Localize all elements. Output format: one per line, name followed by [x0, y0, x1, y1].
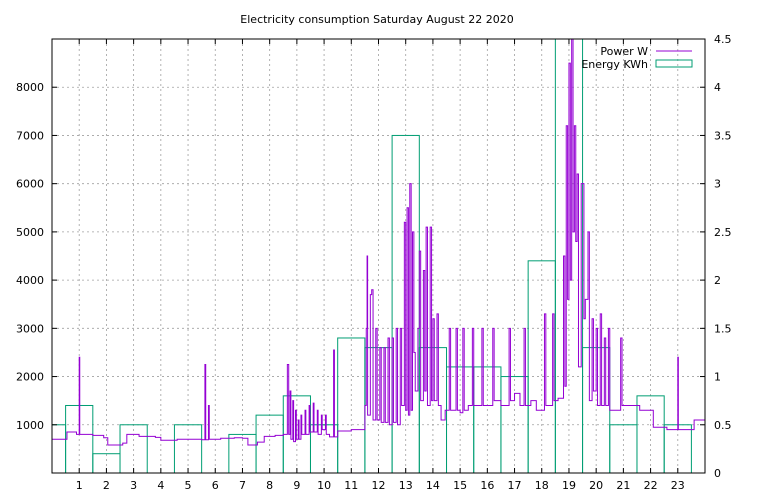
- x-tick-label: 17: [508, 479, 522, 492]
- x-tick-label: 14: [426, 479, 440, 492]
- x-tick-label: 10: [317, 479, 331, 492]
- power-line: [52, 38, 705, 446]
- y-tick-label-right: 1: [714, 371, 721, 384]
- x-tick-label: 18: [535, 479, 549, 492]
- y-tick-label-left: 5000: [16, 226, 44, 239]
- x-tick-label: 15: [453, 479, 467, 492]
- x-tick-label: 1: [76, 479, 83, 492]
- energy-bar: [51, 424, 67, 474]
- y-tick-label-left: 7000: [16, 129, 44, 142]
- x-tick-label: 2: [103, 479, 110, 492]
- y-tick-label-left: 6000: [16, 178, 44, 191]
- x-tick-label: 3: [130, 479, 137, 492]
- x-tick-label: 8: [266, 479, 273, 492]
- x-tick-label: 5: [185, 479, 192, 492]
- x-tick-label: 12: [372, 479, 386, 492]
- y-tick-label-right: 1.5: [714, 322, 732, 335]
- x-tick-label: 19: [562, 479, 576, 492]
- y-tick-label-right: 2: [714, 274, 721, 287]
- y-tick-label-left: 3000: [16, 322, 44, 335]
- x-tick-label: 11: [344, 479, 358, 492]
- x-tick-label: 22: [644, 479, 658, 492]
- x-tick-label: 9: [293, 479, 300, 492]
- x-tick-label: 21: [616, 479, 630, 492]
- y-tick-label-left: 2000: [16, 371, 44, 384]
- x-tick-label: 20: [589, 479, 603, 492]
- x-tick-label: 13: [399, 479, 413, 492]
- power-series-line: [52, 38, 705, 446]
- legend-label-power: Power W: [600, 45, 648, 58]
- legend: Power W Energy KWh: [581, 45, 693, 71]
- y-tick-label-right: 4.5: [714, 33, 732, 46]
- x-tick-label: 4: [157, 479, 164, 492]
- legend-label-energy: Energy KWh: [581, 58, 648, 71]
- x-tick-label: 7: [239, 479, 246, 492]
- y-tick-label-right: 3: [714, 178, 721, 191]
- x-tick-label: 23: [671, 479, 685, 492]
- y-tick-label-left: 4000: [16, 274, 44, 287]
- chart-title: Electricity consumption Saturday August …: [240, 13, 513, 26]
- x-tick-label: 16: [480, 479, 494, 492]
- y-tick-label-right: 0.5: [714, 419, 732, 432]
- energy-bar: [527, 260, 556, 474]
- legend-swatch-energy: [655, 59, 693, 68]
- grid: [52, 39, 705, 473]
- y-tick-label-right: 4: [714, 81, 721, 94]
- axis-ticks: 1 2 3 4 5 6 7 8 9 10 11 12 13 14 15 16 17 18 19 20 21 22 23100…: [16, 33, 732, 492]
- y-tick-label-left: 8000: [16, 81, 44, 94]
- y-tick-label-right: 3.5: [714, 129, 732, 142]
- y-tick-label-right: 2.5: [714, 226, 732, 239]
- y-tick-label-left: 1000: [16, 419, 44, 432]
- y-tick-label-right: 0: [714, 467, 721, 480]
- energy-bars: [51, 38, 692, 474]
- x-tick-label: 6: [212, 479, 219, 492]
